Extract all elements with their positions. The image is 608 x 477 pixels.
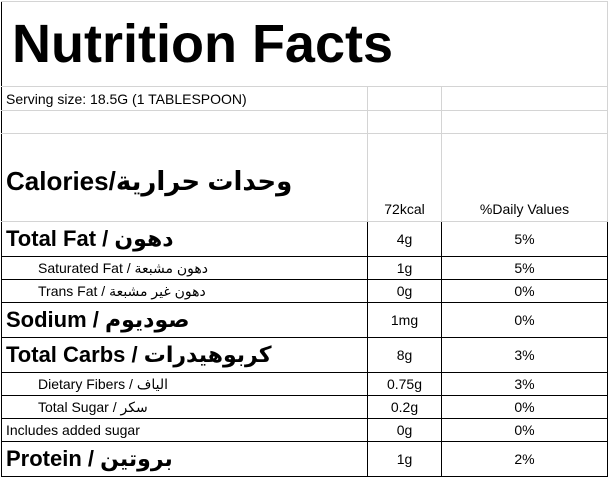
amount: 0g (367, 279, 442, 303)
amount: 0.2g (367, 395, 442, 419)
amount: 8g (367, 337, 442, 373)
calories-label: Calories/وحدات حرارية (1, 133, 368, 222)
amount: 1g (367, 256, 442, 280)
blank-row (1, 110, 608, 134)
daily-value: 5% (440, 256, 608, 280)
amount: 1mg (367, 302, 442, 338)
nutrient-name: Total Carbs / كربوهيدرات (1, 337, 368, 373)
nutrient-row: Total Fat / دهون 4g 5% (1, 221, 608, 257)
nutrient-row: Sodium / صوديوم 1mg 0% (1, 302, 608, 338)
title: Nutrition Facts (0, 1, 608, 87)
amount: 1g (367, 441, 442, 477)
nutrient-name: Sodium / صوديوم (1, 302, 368, 338)
nutrient-row: Protein / بروتين 1g 2% (1, 441, 608, 477)
nutrient-row: Saturated Fat / دهون مشبعة 1g 5% (1, 256, 608, 280)
daily-value: 2% (440, 441, 608, 477)
daily-value: 5% (440, 221, 608, 257)
amount: 0.75g (367, 372, 442, 396)
daily-value: 3% (440, 337, 608, 373)
rows: Total Fat / دهون 4g 5% Saturated Fat / دهون… (1, 221, 608, 477)
serving-size: Serving size: 18.5G (1 TABLESPOON) (1, 86, 368, 111)
daily-values-header: %Daily Values (440, 133, 608, 222)
calories-value: 72kcal (367, 133, 442, 222)
nutrient-name: Trans Fat / دهون غير مشبعة (1, 279, 368, 303)
amount: 4g (367, 221, 442, 257)
nutrient-row: Trans Fat / دهون غير مشبعة 0g 0% (1, 279, 608, 303)
title-row: Nutrition Facts (0, 1, 608, 87)
nutrient-row: Dietary Fibers / الياف 0.75g 3% (1, 372, 608, 396)
daily-value: 0% (440, 302, 608, 338)
nutrient-name: Dietary Fibers / الياف (1, 372, 368, 396)
daily-value: 0% (440, 279, 608, 303)
nutrient-name: Includes added sugar (1, 418, 368, 442)
nutrient-row: Total Sugar / سكر 0.2g 0% (1, 395, 608, 419)
daily-value: 3% (440, 372, 608, 396)
header-row: Calories/وحدات حرارية 72kcal %Daily Valu… (1, 133, 608, 222)
nutrient-name: Total Fat / دهون (1, 221, 368, 257)
nutrient-name: Protein / بروتين (1, 441, 368, 477)
nutrient-name: Saturated Fat / دهون مشبعة (1, 256, 368, 280)
amount: 0g (367, 418, 442, 442)
serving-row: Serving size: 18.5G (1 TABLESPOON) (1, 86, 608, 111)
nutrient-row: Includes added sugar 0g 0% (1, 418, 608, 442)
nutrient-name: Total Sugar / سكر (1, 395, 368, 419)
nutrient-row: Total Carbs / كربوهيدرات 8g 3% (1, 337, 608, 373)
daily-value: 0% (440, 395, 608, 419)
daily-value: 0% (440, 418, 608, 442)
